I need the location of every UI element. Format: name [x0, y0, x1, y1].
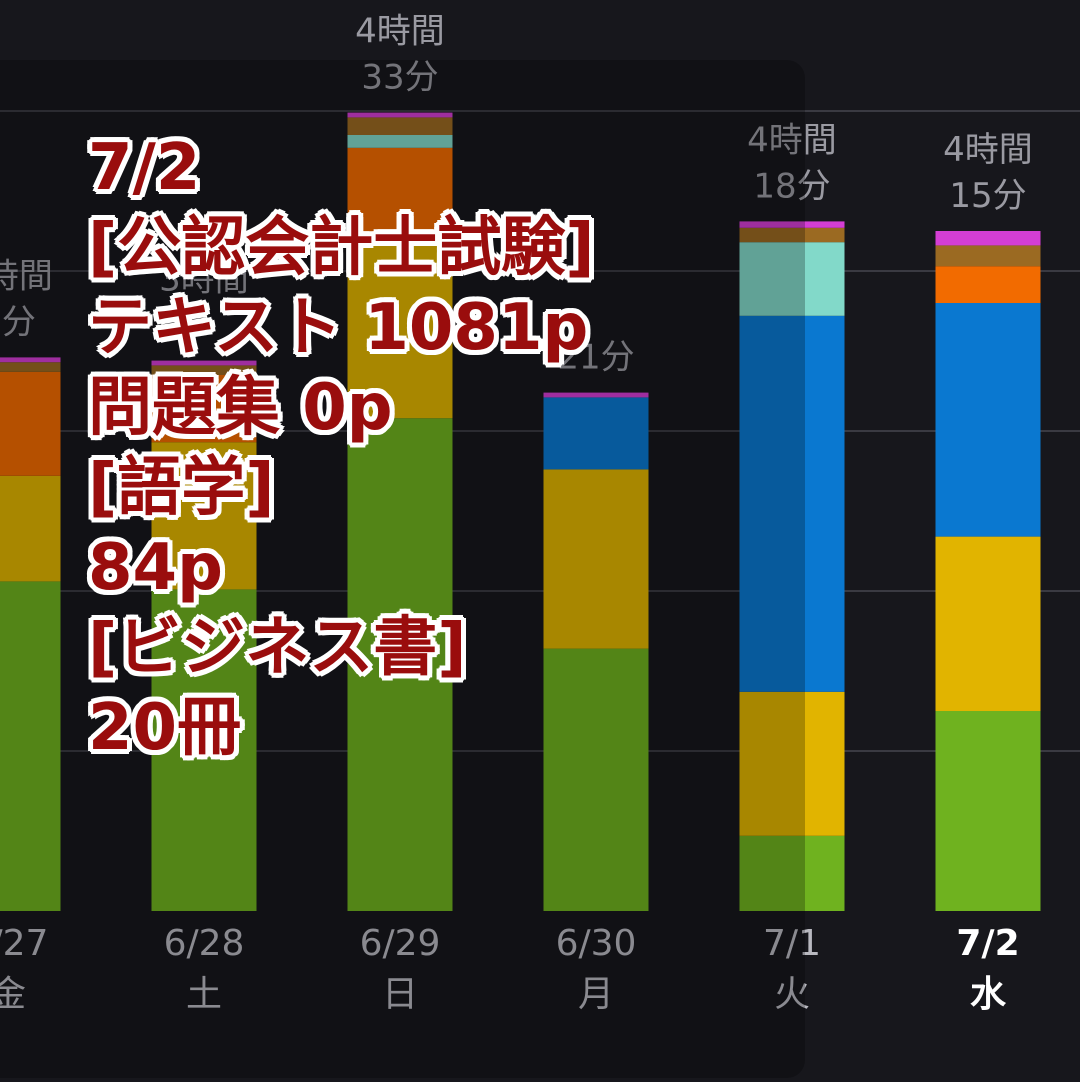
bar-segment [0, 357, 61, 363]
overlay-panel [0, 60, 805, 1078]
total-label: 4時間 18分 [747, 120, 837, 206]
stacked-bars [0, 112, 1041, 911]
bar-segment [151, 375, 257, 443]
bar-segment [935, 711, 1041, 911]
total-label: 3時間 [159, 260, 249, 300]
total-label: 4時間 33分 [355, 12, 445, 98]
bar-segment [151, 589, 257, 911]
x-tick-label: 6/27 [0, 923, 48, 964]
x-weekday-label: 火 [774, 974, 810, 1015]
bar-segment [151, 365, 257, 375]
bar-segment [543, 648, 649, 911]
bar-segment [543, 469, 649, 649]
bar-segment [935, 231, 1041, 246]
overlay-date: 7/2 [88, 131, 201, 205]
bar-segment [0, 371, 61, 476]
x-weekday-label: 月 [578, 974, 614, 1015]
total-label: 4時間0分 [0, 256, 53, 342]
overlay-workbook-pages: 問題集 0p [88, 371, 393, 445]
bar-segment [739, 221, 845, 228]
bar-segment [347, 418, 453, 911]
x-tick-label: 7/1 [763, 923, 821, 964]
bar-segment [151, 360, 257, 366]
bar-segment [0, 362, 61, 372]
x-tick-label: 6/29 [360, 923, 441, 964]
overlay-heading-cpa: [公認会計士試験] [88, 211, 595, 285]
x-tick-label: 6/28 [164, 923, 245, 964]
bar-segment [935, 303, 1041, 537]
x-weekday-label: 金 [0, 974, 26, 1015]
overlay-text-pages: テキスト 1081p [88, 291, 589, 365]
bar-segment [347, 239, 453, 419]
bar-segment [739, 835, 845, 911]
bar-segment [935, 266, 1041, 303]
bar-segment [739, 227, 845, 243]
bar-segment [0, 581, 61, 911]
overlay-heading-business: [ビジネス書] [88, 611, 467, 685]
bar-segment [543, 397, 649, 470]
bar-segment [347, 117, 453, 135]
overlay-heading-language: [語学] [88, 451, 275, 525]
total-label: 21分 [557, 338, 634, 378]
bar-segment [739, 315, 845, 692]
overlay-books-count: 20冊 [88, 691, 242, 765]
overlay-caption: 7/2 [公認会計士試験] テキスト 1081p 問題集 0p [語学] 84p… [88, 128, 595, 768]
bar-segment [935, 245, 1041, 267]
x-axis-labels: 6/27 金 6/28 土 6/29 日 6/30 月 7/1 火 7/2 水 [0, 923, 1020, 1015]
bar-segment [347, 147, 453, 239]
x-tick-label: 7/2 [956, 923, 1019, 964]
x-weekday-label: 水 [970, 974, 1007, 1015]
bar-segment [739, 242, 845, 316]
bar-segment [347, 135, 453, 148]
bar-segment [543, 392, 649, 398]
x-weekday-label: 日 [382, 974, 418, 1015]
bar-segment [347, 112, 453, 118]
x-weekday-label: 土 [186, 974, 222, 1015]
bar-segment [935, 536, 1041, 711]
bar-segment [151, 442, 257, 590]
x-tick-label: 6/30 [556, 923, 637, 964]
overlay-language-pages: 84p [88, 531, 223, 605]
bar-segment [739, 691, 845, 836]
total-label: 4時間 15分 [943, 130, 1033, 216]
bar-segment [0, 475, 61, 582]
